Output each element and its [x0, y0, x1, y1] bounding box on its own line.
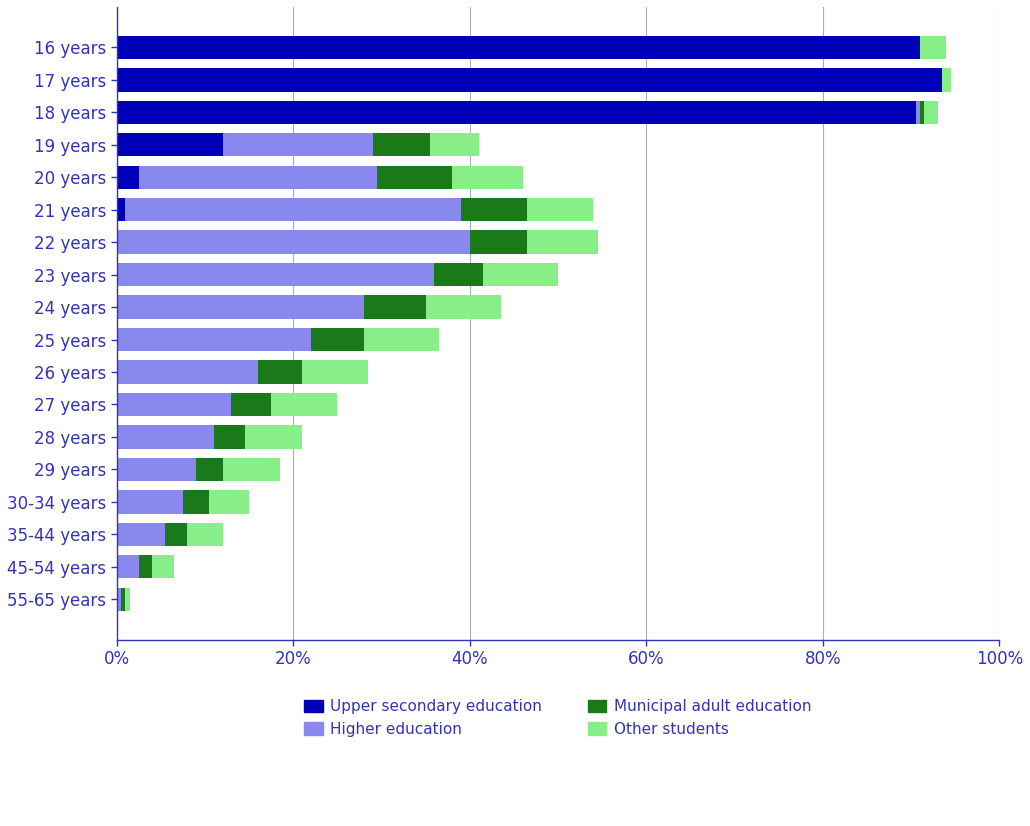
Bar — [116, 133, 222, 156]
Bar — [126, 587, 130, 611]
Bar — [116, 587, 122, 611]
Bar — [460, 198, 527, 221]
Bar — [209, 490, 249, 514]
Bar — [430, 133, 479, 156]
Bar — [435, 263, 483, 287]
Bar — [470, 230, 527, 254]
Bar — [116, 36, 920, 59]
Bar — [151, 555, 174, 578]
Bar — [126, 198, 460, 221]
Bar — [116, 263, 435, 287]
Bar — [452, 165, 522, 189]
Bar — [425, 296, 501, 319]
Bar — [139, 165, 377, 189]
Bar — [213, 425, 244, 449]
Bar — [483, 263, 558, 287]
Bar — [942, 69, 951, 92]
Bar — [116, 425, 213, 449]
Bar — [258, 360, 302, 383]
Bar — [527, 198, 593, 221]
Bar — [302, 360, 368, 383]
Bar — [116, 165, 139, 189]
Bar — [920, 36, 947, 59]
Bar — [116, 296, 364, 319]
Bar — [196, 458, 222, 481]
Bar — [916, 101, 920, 124]
Bar — [924, 101, 937, 124]
Bar — [165, 523, 187, 546]
Bar — [232, 392, 271, 416]
Legend: Upper secondary education, Higher education, Municipal adult education, Other st: Upper secondary education, Higher educat… — [297, 691, 819, 744]
Bar — [311, 328, 364, 351]
Bar — [116, 360, 258, 383]
Bar — [116, 230, 470, 254]
Bar — [182, 490, 209, 514]
Bar — [122, 587, 126, 611]
Bar — [377, 165, 452, 189]
Bar — [373, 133, 430, 156]
Bar — [364, 296, 425, 319]
Bar — [222, 458, 280, 481]
Bar — [920, 101, 924, 124]
Bar — [116, 198, 126, 221]
Bar — [116, 392, 232, 416]
Bar — [116, 458, 196, 481]
Bar — [527, 230, 597, 254]
Bar — [116, 328, 311, 351]
Bar — [222, 133, 373, 156]
Bar — [116, 101, 916, 124]
Bar — [187, 523, 222, 546]
Bar — [116, 555, 139, 578]
Bar — [116, 523, 165, 546]
Bar — [244, 425, 302, 449]
Bar — [116, 490, 182, 514]
Bar — [116, 69, 942, 92]
Bar — [364, 328, 439, 351]
Bar — [139, 555, 151, 578]
Bar — [271, 392, 337, 416]
